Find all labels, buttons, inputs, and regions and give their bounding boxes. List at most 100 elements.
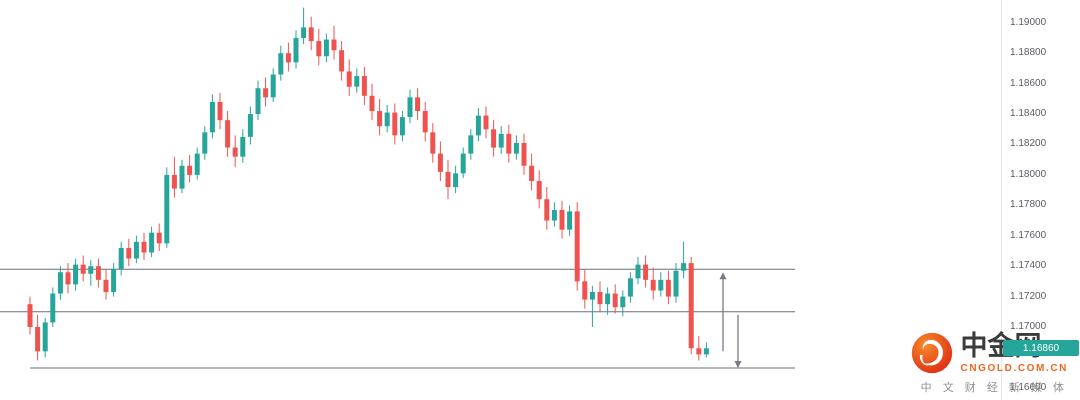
candlestick	[339, 41, 345, 81]
candlestick	[536, 170, 542, 209]
candlestick	[612, 284, 618, 314]
candlestick	[285, 42, 291, 72]
current-price-value: 1.16860	[1022, 342, 1060, 354]
candlestick	[430, 123, 436, 163]
brand-tagline: 中 文 财 经 新 媒 体	[920, 382, 1068, 394]
price-axis-label: 1.17200	[1010, 290, 1047, 302]
candlestick	[521, 133, 527, 175]
candlestick	[133, 235, 139, 264]
price-axis-label: 1.17800	[1010, 199, 1047, 211]
price-axis-label: 1.18800	[1010, 47, 1047, 59]
price-axis[interactable]: 1.16860 1.19000 1.18800 1.18600 1.18400 1.18…	[1001, 0, 1080, 400]
candlestick	[164, 167, 170, 248]
candlestick	[35, 314, 41, 361]
down-arrow-annotation[interactable]	[734, 314, 742, 369]
candlestick	[498, 126, 504, 154]
candlestick	[377, 98, 383, 136]
candlestick	[422, 101, 428, 142]
candlestick	[688, 257, 694, 355]
candlestick	[491, 120, 497, 157]
candlestick	[232, 135, 238, 168]
candlestick	[445, 159, 451, 200]
candlestick	[635, 257, 641, 285]
price-axis-label: 1.18200	[1010, 138, 1047, 150]
price-axis-label: 1.17600	[1010, 229, 1047, 241]
candlestick	[589, 285, 595, 327]
candlestick	[703, 342, 709, 358]
candlestick	[453, 165, 459, 194]
candlestick	[65, 263, 71, 294]
candlestick	[103, 269, 109, 300]
candlestick	[187, 155, 193, 183]
candlestick	[171, 156, 177, 198]
price-axis-label: 1.19000	[1010, 16, 1047, 28]
current-price-tag: 1.16860	[1003, 340, 1079, 357]
candlestick	[27, 296, 33, 335]
candlestick	[42, 317, 48, 358]
candlestick	[513, 135, 519, 160]
candlestick	[308, 16, 314, 51]
candlestick	[673, 263, 679, 303]
candlestick	[460, 147, 466, 178]
candlestick	[126, 238, 132, 267]
candlestick	[263, 77, 269, 107]
candlestick	[247, 106, 253, 145]
candlestick	[468, 129, 474, 160]
candlestick	[529, 153, 535, 191]
candlestick	[270, 68, 276, 102]
candlestick	[179, 159, 185, 194]
candlestick	[240, 129, 246, 163]
candlestick	[323, 33, 329, 63]
candlestick-chart[interactable]	[0, 0, 1002, 400]
candlestick	[225, 111, 231, 157]
candlestick	[696, 336, 702, 361]
candlestick	[574, 202, 580, 291]
cngold-logo-icon	[911, 332, 952, 374]
candlestick	[665, 270, 671, 305]
candlestick	[111, 263, 117, 297]
candlestick	[141, 232, 147, 261]
price-axis-label: 1.18400	[1010, 108, 1047, 120]
candlestick	[361, 66, 367, 105]
candlestick	[650, 267, 656, 300]
candlestick	[149, 226, 155, 258]
up-arrow-annotation[interactable]	[719, 272, 727, 352]
price-axis-label: 1.16600	[1010, 381, 1047, 393]
candlestick	[407, 89, 413, 124]
candlestick	[559, 200, 565, 239]
candlestick	[209, 94, 215, 139]
candlestick	[415, 88, 421, 121]
candlestick	[658, 272, 664, 297]
price-axis-label: 1.17400	[1010, 260, 1047, 272]
candlestick	[681, 241, 687, 279]
watermark: 中金网 CNGOLD.COM.CN 中 文 财 经 新 媒 体	[910, 331, 1068, 395]
candlestick	[57, 266, 63, 300]
candlestick	[278, 45, 284, 81]
candlestick	[156, 223, 162, 251]
candlestick	[605, 287, 611, 315]
candlestick	[354, 68, 360, 93]
candlestick	[50, 287, 56, 327]
candlestick	[118, 241, 124, 276]
candlestick	[73, 258, 79, 291]
price-axis-label: 1.18000	[1010, 168, 1047, 180]
candlestick	[346, 59, 352, 96]
candlestick	[643, 255, 649, 288]
candlestick	[331, 25, 337, 60]
candlestick	[95, 258, 101, 288]
candlestick	[551, 202, 557, 227]
candlestick	[582, 269, 588, 309]
candlestick	[293, 30, 299, 69]
candlestick	[80, 255, 86, 282]
candlestick	[483, 106, 489, 139]
candlestick	[369, 83, 375, 121]
candlestick	[544, 187, 550, 230]
candlestick	[88, 260, 94, 286]
candlestick	[597, 281, 603, 312]
candlestick	[194, 147, 200, 180]
candlestick	[506, 124, 512, 163]
candlestick	[567, 205, 573, 236]
candlestick	[392, 103, 398, 145]
candlestick	[384, 104, 390, 133]
